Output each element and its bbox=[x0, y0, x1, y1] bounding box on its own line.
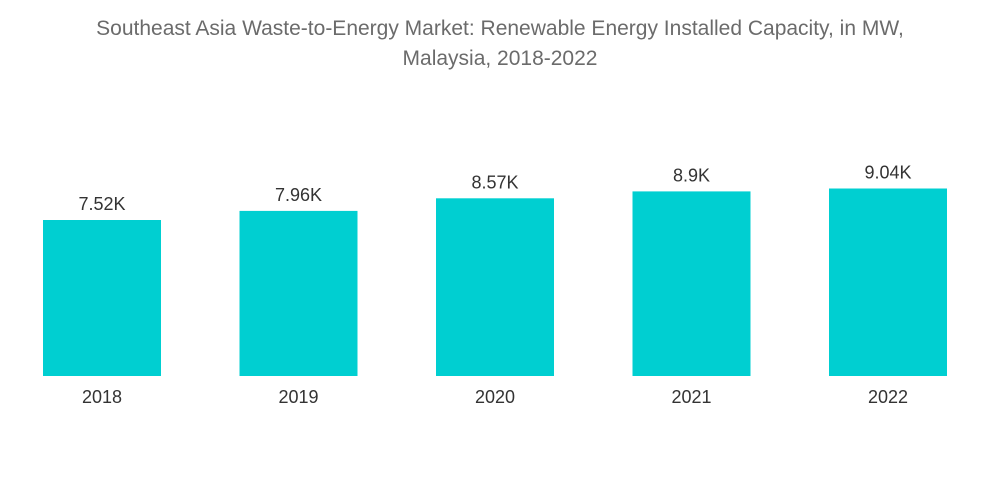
x-tick-label-2022: 2022 bbox=[868, 387, 908, 407]
bar-2018 bbox=[43, 220, 161, 376]
x-tick-label-2019: 2019 bbox=[278, 387, 318, 407]
bar-2020 bbox=[436, 198, 554, 376]
chart-title-line-2: Malaysia, 2018-2022 bbox=[402, 47, 598, 70]
x-tick-label-2021: 2021 bbox=[671, 387, 711, 407]
bar-2021 bbox=[632, 191, 751, 376]
value-label-2022: 9.04K bbox=[864, 163, 911, 183]
chart-title-line-1: Southeast Asia Waste-to-Energy Market: R… bbox=[96, 17, 904, 40]
x-tick-label-2018: 2018 bbox=[82, 387, 122, 407]
value-label-2018: 7.52K bbox=[78, 194, 125, 214]
x-tick-label-2020: 2020 bbox=[475, 387, 515, 407]
value-label-2019: 7.96K bbox=[275, 185, 322, 205]
bar-2019 bbox=[239, 210, 358, 376]
bars-group bbox=[43, 188, 947, 376]
value-label-2021: 8.9K bbox=[673, 165, 710, 185]
value-label-2020: 8.57K bbox=[471, 172, 518, 192]
x-axis-ticks: 2018 2019 2020 2021 2022 bbox=[82, 387, 908, 407]
bar-2022 bbox=[829, 188, 947, 376]
chart-title: Southeast Asia Waste-to-Energy Market: R… bbox=[0, 14, 1000, 74]
value-labels-group: 7.52K 7.96K 8.57K 8.9K 9.04K bbox=[78, 163, 911, 215]
